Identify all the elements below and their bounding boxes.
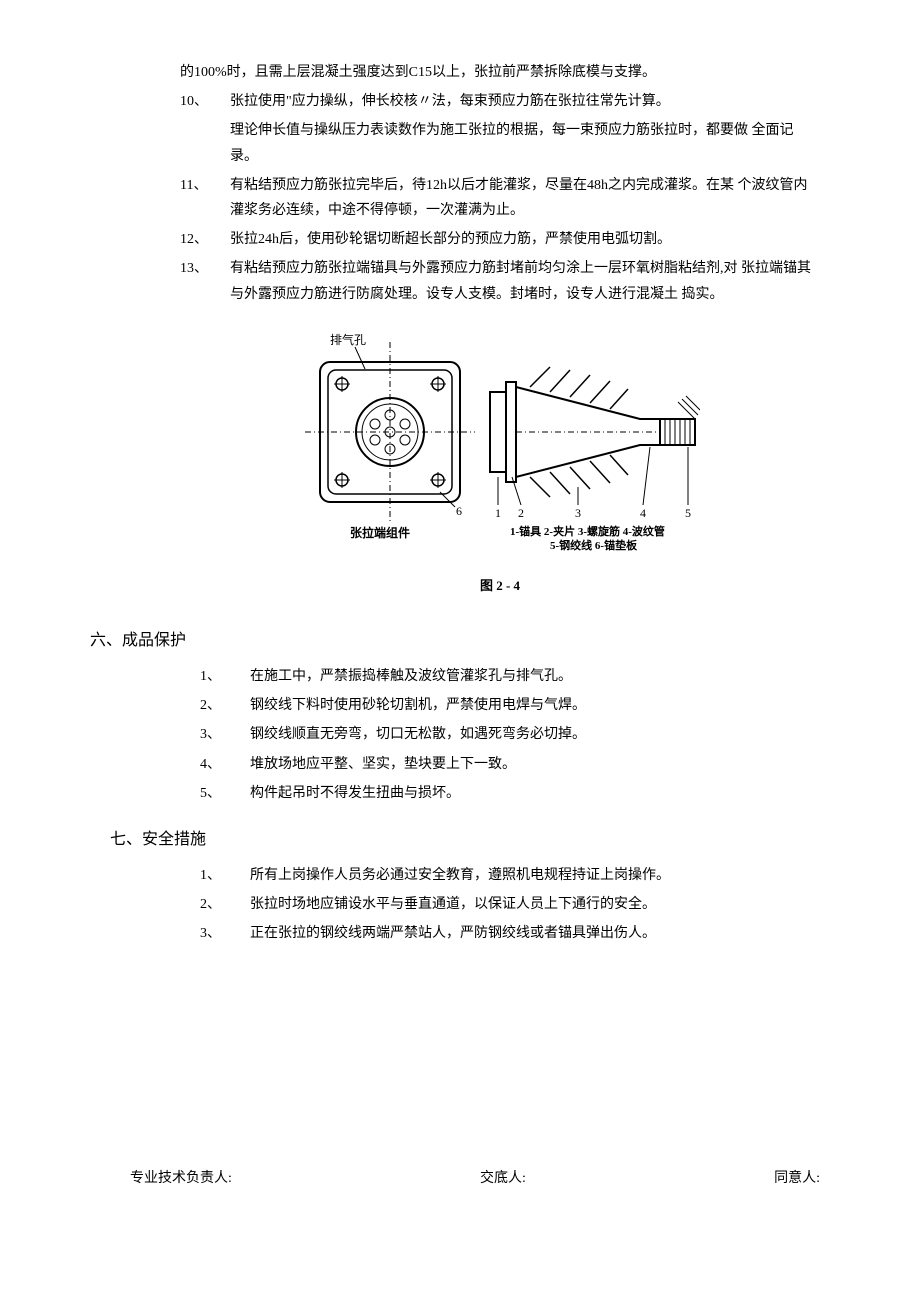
sig-presenter: 交底人: bbox=[480, 1166, 526, 1191]
item-num: 10、 bbox=[180, 89, 230, 114]
item-num: 2、 bbox=[200, 892, 250, 917]
svg-text:2: 2 bbox=[518, 506, 524, 520]
item-num: 2、 bbox=[200, 693, 250, 718]
figure-caption: 图 2 - 4 bbox=[180, 574, 820, 597]
item-text-cont: 理论伸长值与操纵压力表读数作为施工张拉的根据，每一束预应力筋张拉时，都要做 全面… bbox=[180, 118, 820, 168]
svg-text:5-钢绞线 6-锚垫板: 5-钢绞线 6-锚垫板 bbox=[550, 538, 638, 552]
item-num: 4、 bbox=[200, 752, 250, 777]
svg-text:5: 5 bbox=[685, 506, 691, 520]
item-num: 5、 bbox=[200, 781, 250, 806]
item-text: 张拉时场地应铺设水平与垂直通道，以保证人员上下通行的安全。 bbox=[250, 892, 820, 917]
sig-tech-lead: 专业技术负责人: bbox=[130, 1166, 232, 1191]
svg-text:1: 1 bbox=[495, 506, 501, 520]
item-num: 1、 bbox=[200, 863, 250, 888]
item-text: 在施工中，严禁振捣棒触及波纹管灌浆孔与排气孔。 bbox=[250, 664, 820, 689]
item-text: 钢绞线顺直无旁弯，切口无松散，如遇死弯务必切掉。 bbox=[250, 722, 820, 747]
item-num: 3、 bbox=[200, 722, 250, 747]
item-text: 张拉使用"应力操纵，伸长校核〃法，每束预应力筋在张拉往常先计算。 bbox=[230, 89, 820, 114]
left-label: 张拉端组件 bbox=[350, 525, 410, 540]
item-text: 正在张拉的钢绞线两端严禁站人，严防钢绞线或者锚具弹出伤人。 bbox=[250, 921, 820, 946]
svg-text:1-锚具 2-夹片 3-螺旋筋 4-波纹管: 1-锚具 2-夹片 3-螺旋筋 4-波纹管 bbox=[510, 524, 665, 538]
top-label: 排气孔 bbox=[330, 332, 366, 347]
signature-row: 专业技术负责人: 交底人: 同意人: bbox=[130, 1166, 820, 1191]
section-6-heading: 六、成品保护 bbox=[90, 627, 820, 656]
item-num: 1、 bbox=[200, 664, 250, 689]
items-block-a: 10、 张拉使用"应力操纵，伸长校核〃法，每束预应力筋在张拉往常先计算。 理论伸… bbox=[180, 89, 820, 307]
svg-text:3: 3 bbox=[575, 506, 581, 520]
item-text: 钢绞线下料时使用砂轮切割机，严禁使用电焊与气焊。 bbox=[250, 693, 820, 718]
item-num: 11、 bbox=[180, 173, 230, 223]
item-text: 构件起吊时不得发生扭曲与损坏。 bbox=[250, 781, 820, 806]
section-6-items: 1、在施工中，严禁振捣棒触及波纹管灌浆孔与排气孔。 2、钢绞线下料时使用砂轮切割… bbox=[180, 664, 820, 806]
svg-text:6: 6 bbox=[456, 504, 462, 518]
item-num: 3、 bbox=[200, 921, 250, 946]
item-text: 所有上岗操作人员务必通过安全教育，遵照机电规程持证上岗操作。 bbox=[250, 863, 820, 888]
sig-agree: 同意人: bbox=[774, 1166, 820, 1191]
figure-container: 排气孔 6 张拉端组件 bbox=[180, 327, 820, 598]
item-text: 有粘结预应力筋张拉完毕后，待12h以后才能灌浆，尽量在48h之内完成灌浆。在某 … bbox=[230, 173, 820, 223]
anchor-diagram: 排气孔 6 张拉端组件 bbox=[300, 327, 700, 557]
section-7-heading: 七、安全措施 bbox=[110, 826, 820, 855]
section-7-items: 1、所有上岗操作人员务必通过安全教育，遵照机电规程持证上岗操作。 2、张拉时场地… bbox=[180, 863, 820, 947]
svg-text:4: 4 bbox=[640, 506, 646, 520]
continuation-text: 的100%时，且需上层混凝土强度达到C15以上，张拉前严禁拆除底模与支撑。 bbox=[180, 60, 820, 85]
item-text: 有粘结预应力筋张拉端锚具与外露预应力筋封堵前均匀涂上一层环氧树脂粘结剂,对 张拉… bbox=[230, 256, 820, 306]
item-text: 堆放场地应平整、坚实，垫块要上下一致。 bbox=[250, 752, 820, 777]
item-num: 12、 bbox=[180, 227, 230, 252]
item-num: 13、 bbox=[180, 256, 230, 306]
item-text: 张拉24h后，使用砂轮锯切断超长部分的预应力筋，严禁使用电弧切割。 bbox=[230, 227, 820, 252]
